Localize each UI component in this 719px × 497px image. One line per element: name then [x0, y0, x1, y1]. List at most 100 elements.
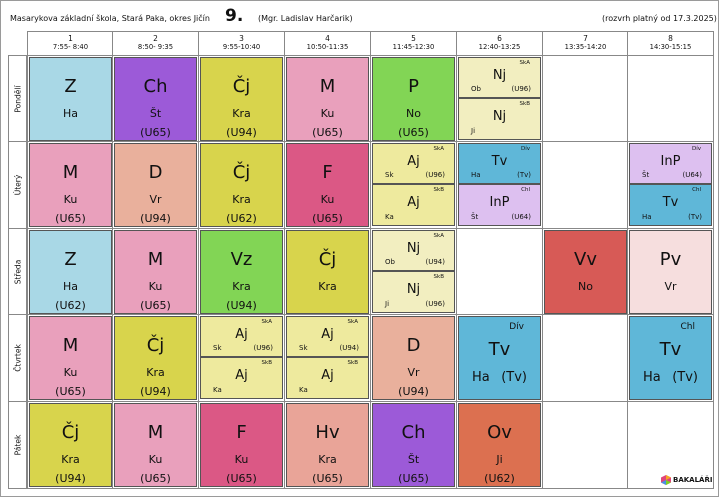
lesson-half-card[interactable]: SkB Aj Ka [372, 184, 455, 226]
lesson-teacher: Ha [471, 171, 481, 179]
lesson-card[interactable]: M Ku (U65) [29, 316, 112, 400]
lesson-half-card[interactable]: SkA Nj Ob (U94) [372, 230, 455, 271]
lesson-card[interactable]: Ch Št (U65) [372, 403, 455, 487]
day-label-3: Středa [8, 228, 27, 316]
timetable-slot: Dív Tv Ha (Tv) Chl InP Št (U64) [456, 141, 543, 229]
day-label-1: Pondělí [8, 55, 27, 143]
lesson-subject: Aj [235, 368, 248, 383]
lesson-group: SkA [433, 233, 444, 239]
lesson-subject: M [62, 162, 79, 183]
lesson-subject: InP [660, 154, 681, 169]
lesson-half-card[interactable]: Dív InP Št (U64) [629, 143, 712, 184]
period-header-2: 2 8:50- 9:35 [112, 31, 199, 55]
lesson-teacher: Ku [63, 366, 78, 379]
lesson-half-card[interactable]: SkA Aj Sk (U96) [372, 143, 455, 184]
lesson-half-card[interactable]: SkA Nj Ob (U96) [458, 57, 541, 98]
lesson-card[interactable]: Z Ha [29, 57, 112, 141]
lesson-teacher: Ku [320, 193, 335, 206]
lesson-card[interactable]: Chl Tv Ha (Tv) [629, 316, 712, 400]
period-number: 8 [668, 34, 673, 43]
period-header-6: 6 12:40-13:25 [456, 31, 543, 55]
lesson-card[interactable]: Ch Št (U65) [114, 57, 197, 141]
lesson-half-card[interactable]: SkB Nj Ji (U96) [372, 271, 455, 313]
lesson-card[interactable]: M Ku (U65) [286, 57, 369, 141]
timetable-slot: M Ku (U65) [27, 314, 114, 402]
lesson-subject: Tv [662, 195, 679, 210]
lesson-subject: InP [489, 195, 510, 210]
lesson-subject: Nj [492, 68, 507, 83]
lesson-card[interactable]: Z Ha (U62) [29, 230, 112, 314]
lesson-card[interactable]: Čj Kra (U94) [114, 316, 197, 400]
lesson-card[interactable]: P No (U65) [372, 57, 455, 141]
lesson-card[interactable]: Čj Kra (U62) [200, 143, 283, 227]
lesson-half-card[interactable]: SkA Aj Sk (U96) [200, 316, 283, 357]
lesson-half-card[interactable]: Chl Tv Ha (Tv) [629, 184, 712, 226]
timetable-slot [627, 401, 714, 489]
timetable-slot [542, 314, 629, 402]
period-header-8: 8 14:30-15:15 [627, 31, 714, 55]
lesson-subject: Čj [232, 162, 251, 183]
lesson-room: (Tv) [517, 171, 531, 179]
lesson-room: (Tv) [501, 370, 527, 385]
timetable-slot: SkA Aj Sk (U96) SkB Aj Ka [370, 141, 457, 229]
lesson-half-card[interactable]: Chl InP Št (U64) [458, 184, 541, 226]
lesson-card[interactable]: Čj Kra (U94) [200, 57, 283, 141]
lesson-card[interactable]: D Vr (U94) [114, 143, 197, 227]
lesson-group: SkB [347, 360, 358, 366]
lesson-teacher: Št [642, 171, 650, 179]
lesson-room: (U65) [398, 472, 429, 485]
period-number: 7 [583, 34, 588, 43]
timetable-slot: SkA Aj Sk (U96) SkB Aj Ka [198, 314, 285, 402]
lesson-room: (U96) [253, 344, 274, 352]
lesson-teacher: Ji [385, 300, 390, 308]
lesson-teacher: Ha [643, 370, 661, 385]
timetable-slot: Čj Kra (U94) [27, 401, 114, 489]
lesson-subject: Aj [407, 154, 420, 169]
lesson-half-card[interactable]: SkA Aj Sk (U94) [286, 316, 369, 357]
lesson-card[interactable]: Hv Kra (U65) [286, 403, 369, 487]
lesson-subject: Ov [487, 422, 512, 443]
lesson-room: (Tv) [688, 213, 702, 221]
lesson-card[interactable]: Dív Tv Ha (Tv) [458, 316, 541, 400]
day-name: Pondělí [13, 85, 22, 113]
lesson-card[interactable]: M Ku (U65) [114, 230, 197, 314]
lesson-group: Chl [680, 322, 696, 332]
lesson-card[interactable]: Čj Kra [286, 230, 369, 314]
lesson-card[interactable]: F Ku (U65) [286, 143, 369, 227]
lesson-room: (U65) [226, 472, 257, 485]
lesson-group: SkA [261, 319, 272, 325]
period-header-7: 7 13:35-14:20 [542, 31, 629, 55]
lesson-half-card[interactable]: SkB Aj Ka [200, 357, 283, 399]
lesson-room: (U65) [312, 126, 343, 139]
lesson-card[interactable]: M Ku (U65) [29, 143, 112, 227]
period-time: 10:50-11:35 [306, 43, 349, 51]
lesson-subject: Tv [659, 339, 682, 360]
lesson-teacher: Ji [496, 453, 503, 466]
lesson-teacher: Ka [385, 213, 394, 221]
lesson-half-card[interactable]: SkB Aj Ka [286, 357, 369, 399]
lesson-card[interactable]: Čj Kra (U94) [29, 403, 112, 487]
timetable-slot: Chl Tv Ha (Tv) [627, 314, 714, 402]
lesson-card[interactable]: M Ku (U65) [114, 403, 197, 487]
timetable-slot: Čj Kra (U94) [198, 55, 285, 143]
lesson-card[interactable]: Vv No [544, 230, 627, 314]
lesson-subject: Hv [315, 422, 340, 443]
lesson-subject: Aj [321, 368, 334, 383]
timetable-slot [542, 55, 629, 143]
lesson-half-card[interactable]: Dív Tv Ha (Tv) [458, 143, 541, 184]
lesson-subject: P [408, 76, 419, 97]
lesson-teacher: Ob [471, 85, 481, 93]
lesson-teacher: Ha [472, 370, 490, 385]
lesson-card[interactable]: Pv Vr [629, 230, 712, 314]
lesson-card[interactable]: Vz Kra (U94) [200, 230, 283, 314]
lesson-half-card[interactable]: SkB Nj Ji [458, 98, 541, 140]
timetable-slot [542, 141, 629, 229]
lesson-subject: Tv [488, 339, 511, 360]
lesson-subject: M [319, 76, 336, 97]
lesson-card[interactable]: D Vr (U94) [372, 316, 455, 400]
lesson-subject: Z [64, 76, 77, 97]
period-number: 1 [68, 34, 73, 43]
lesson-card[interactable]: Ov Ji (U62) [458, 403, 541, 487]
lesson-card[interactable]: F Ku (U65) [200, 403, 283, 487]
lesson-subject: Pv [659, 249, 682, 270]
